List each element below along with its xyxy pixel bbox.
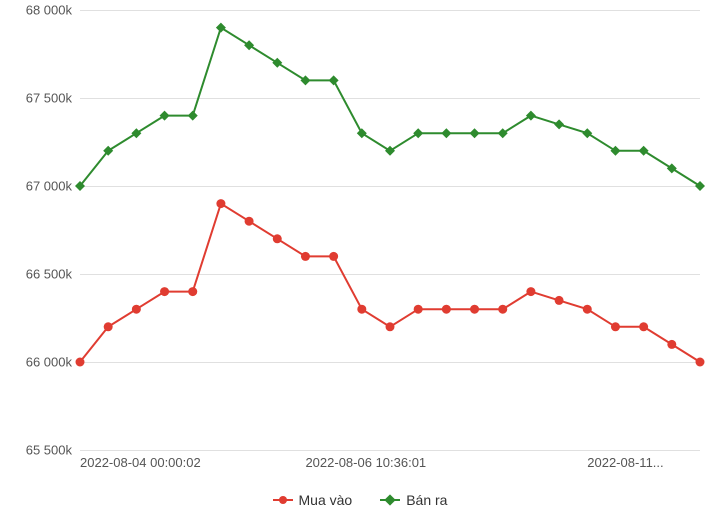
data-point xyxy=(188,287,197,296)
x-tick-label: 2022-08-11... xyxy=(587,455,663,470)
data-point xyxy=(357,305,366,314)
data-point xyxy=(582,128,592,138)
data-point xyxy=(413,128,423,138)
x-tick-label: 2022-08-06 10:36:01 xyxy=(305,455,426,470)
data-point xyxy=(386,322,395,331)
series-line-mua_vao xyxy=(80,204,700,362)
data-point xyxy=(132,305,141,314)
x-tick-label: 2022-08-04 00:00:02 xyxy=(80,455,201,470)
y-tick-label: 66 000k xyxy=(26,355,72,370)
y-tick-label: 67 000k xyxy=(26,179,72,194)
data-point xyxy=(244,40,254,50)
data-point xyxy=(160,287,169,296)
data-point xyxy=(216,199,225,208)
data-point xyxy=(498,128,508,138)
chart-svg xyxy=(80,10,700,450)
data-point xyxy=(357,128,367,138)
data-point xyxy=(385,146,395,156)
data-point xyxy=(498,305,507,314)
data-point xyxy=(160,111,170,121)
data-point xyxy=(104,322,113,331)
data-point xyxy=(611,322,620,331)
data-point xyxy=(245,217,254,226)
data-point xyxy=(610,146,620,156)
data-point xyxy=(329,252,338,261)
data-point xyxy=(301,252,310,261)
plot-area xyxy=(80,10,700,450)
legend-label-mua-vao: Mua vào xyxy=(299,492,353,508)
data-point xyxy=(414,305,423,314)
data-point xyxy=(300,75,310,85)
data-point xyxy=(329,75,339,85)
data-point xyxy=(441,128,451,138)
data-point xyxy=(470,305,479,314)
data-point xyxy=(526,287,535,296)
data-point xyxy=(696,358,705,367)
data-point xyxy=(216,23,226,33)
data-point xyxy=(554,119,564,129)
legend-marker-mua-vao xyxy=(273,495,293,505)
data-point xyxy=(555,296,564,305)
data-point xyxy=(526,111,536,121)
series-line-ban_ra xyxy=(80,28,700,186)
y-tick-label: 65 500k xyxy=(26,443,72,458)
data-point xyxy=(639,146,649,156)
legend-item-ban-ra: Bán ra xyxy=(380,492,447,508)
y-tick-label: 67 500k xyxy=(26,91,72,106)
gridline xyxy=(80,450,700,451)
data-point xyxy=(442,305,451,314)
data-point xyxy=(667,340,676,349)
y-tick-label: 66 500k xyxy=(26,267,72,282)
legend-marker-ban-ra xyxy=(380,495,400,505)
y-tick-label: 68 000k xyxy=(26,3,72,18)
data-point xyxy=(131,128,141,138)
data-point xyxy=(667,163,677,173)
data-point xyxy=(272,58,282,68)
data-point xyxy=(188,111,198,121)
data-point xyxy=(695,181,705,191)
data-point xyxy=(273,234,282,243)
data-point xyxy=(76,358,85,367)
data-point xyxy=(583,305,592,314)
price-line-chart: 65 500k 66 000k 66 500k 67 000k 67 500k 68 00… xyxy=(0,0,720,516)
data-point xyxy=(639,322,648,331)
data-point xyxy=(470,128,480,138)
legend-label-ban-ra: Bán ra xyxy=(406,492,447,508)
legend-item-mua-vao: Mua vào xyxy=(273,492,353,508)
legend: Mua vào Bán ra xyxy=(0,492,720,508)
